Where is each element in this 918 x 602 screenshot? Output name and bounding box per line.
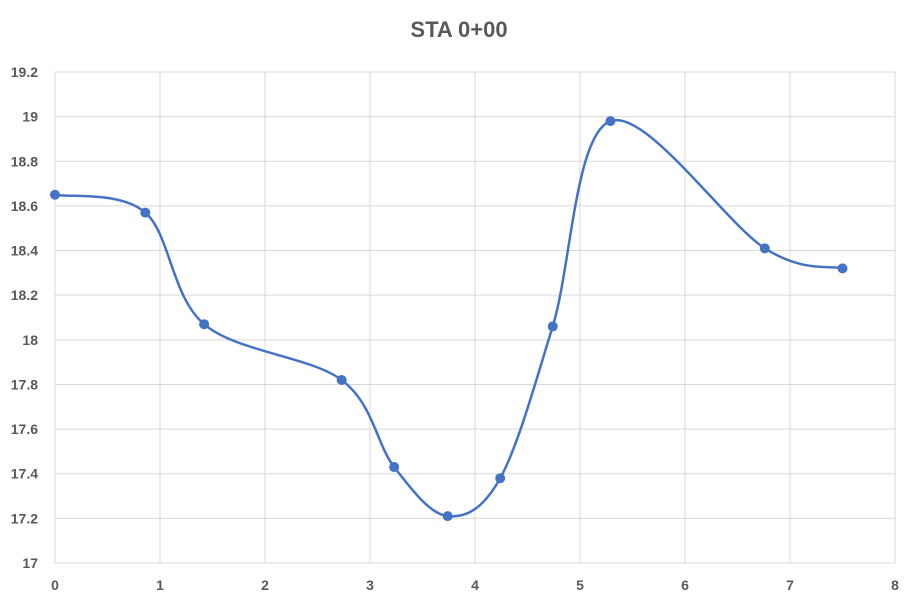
x-tick-label: 2 [261, 577, 269, 593]
y-tick-label: 18.8 [11, 153, 38, 169]
data-point [837, 263, 848, 274]
x-tick-label: 8 [891, 577, 899, 593]
x-tick-label: 0 [51, 577, 59, 593]
data-point [389, 462, 400, 473]
y-tick-label: 17.6 [11, 421, 38, 437]
data-point [336, 374, 347, 385]
x-tick-label: 6 [681, 577, 689, 593]
x-tick-label: 5 [576, 577, 584, 593]
y-tick-label: 18.2 [11, 287, 38, 303]
x-tick-label: 4 [471, 577, 479, 593]
y-tick-label: 19 [22, 109, 38, 125]
x-tick-label: 3 [366, 577, 374, 593]
x-tick-label: 1 [156, 577, 164, 593]
y-tick-label: 17.8 [11, 376, 38, 392]
data-point [442, 511, 453, 522]
y-axis-tick-labels: 17 17.2 17.4 17.6 17.8 18 18.2 18.4 18.6 18.8 19 19… [11, 64, 38, 571]
y-tick-label: 19.2 [11, 64, 38, 80]
y-tick-label: 18.4 [11, 243, 38, 259]
data-point [759, 243, 770, 254]
data-point [140, 207, 151, 218]
data-point [547, 321, 558, 332]
y-tick-label: 17.4 [11, 466, 38, 482]
y-tick-label: 17.2 [11, 510, 38, 526]
y-tick-label: 18 [22, 332, 38, 348]
grid-lines [54, 71, 896, 564]
data-point [199, 319, 210, 330]
y-tick-label: 17 [22, 555, 38, 571]
series-group [50, 116, 848, 522]
data-point [605, 116, 616, 127]
x-tick-label: 7 [786, 577, 794, 593]
series-line [54, 118, 843, 518]
y-tick-label: 18.6 [11, 198, 38, 214]
chart-title: STA 0+00 [410, 17, 508, 42]
x-axis-tick-labels: 0 1 2 3 4 5 6 7 8 [51, 577, 899, 593]
data-point [495, 473, 506, 484]
data-point [50, 189, 60, 200]
